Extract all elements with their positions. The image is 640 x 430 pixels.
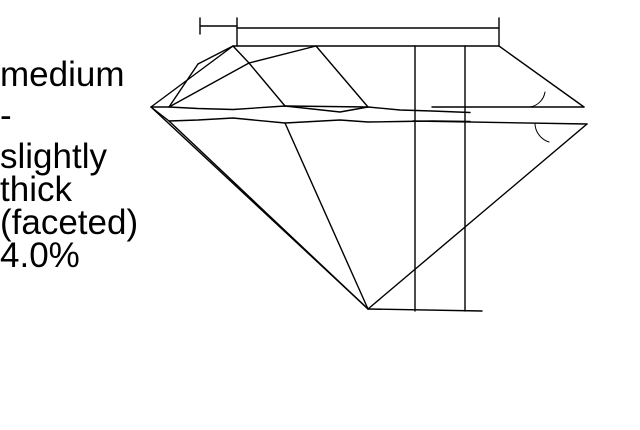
svg-text:medium: medium bbox=[0, 55, 124, 94]
svg-text:4.0%: 4.0% bbox=[0, 236, 80, 275]
svg-text:-: - bbox=[0, 96, 12, 135]
